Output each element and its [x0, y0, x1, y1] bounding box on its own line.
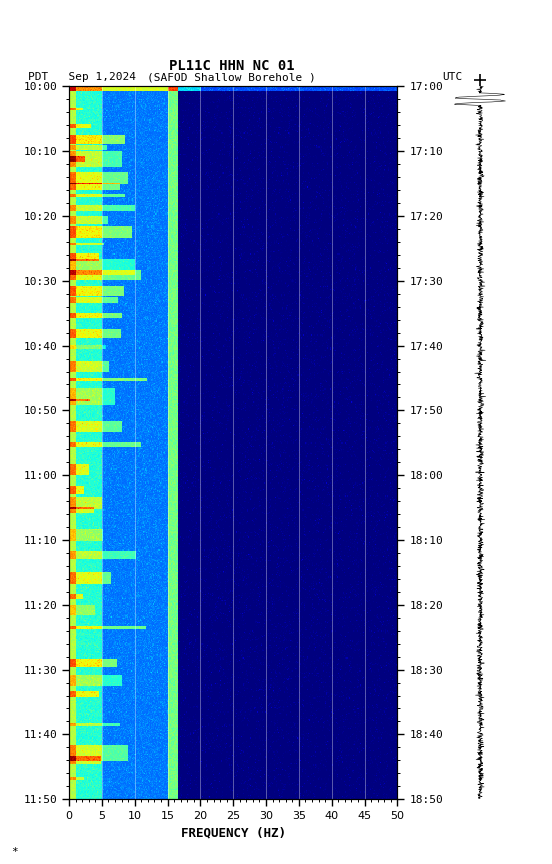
X-axis label: FREQUENCY (HZ): FREQUENCY (HZ) [181, 827, 286, 840]
Text: *: * [11, 848, 18, 857]
Text: PDT   Sep 1,2024: PDT Sep 1,2024 [28, 72, 136, 82]
Text: UTC: UTC [443, 72, 463, 82]
Text: PL11C HHN NC 01: PL11C HHN NC 01 [169, 60, 295, 73]
Text: (SAFOD Shallow Borehole ): (SAFOD Shallow Borehole ) [147, 72, 316, 82]
